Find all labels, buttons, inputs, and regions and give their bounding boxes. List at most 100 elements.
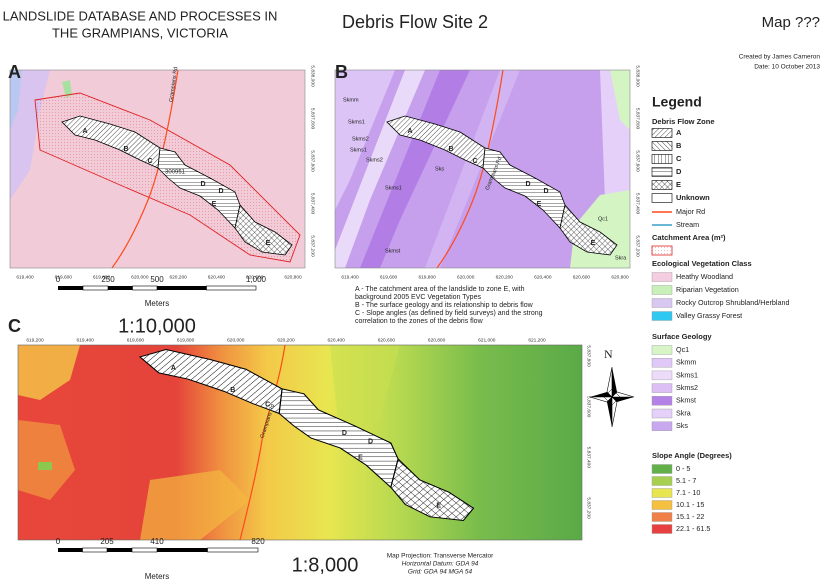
legend-label: 22.1 - 61.5 bbox=[676, 524, 710, 533]
vegetation-riparian bbox=[62, 80, 72, 98]
panel-frame bbox=[9, 69, 306, 269]
scale-bar-segment bbox=[157, 286, 207, 290]
geology-label: Skms2 bbox=[352, 136, 369, 142]
legend-swatch bbox=[651, 524, 673, 534]
scale-bar-segment bbox=[206, 285, 257, 291]
x-tick-label: 619,600 bbox=[55, 274, 73, 280]
y-tick-label: 5,837,800 bbox=[586, 345, 592, 367]
panel-label: B bbox=[335, 62, 348, 82]
geology-skms1 bbox=[425, 70, 520, 268]
zone-label: C bbox=[265, 402, 270, 409]
legend-group-title: Surface Geology bbox=[652, 332, 712, 341]
x-tick-label: 620,400 bbox=[208, 274, 226, 280]
zone-label: C bbox=[147, 158, 152, 165]
x-tick-label: 619,400 bbox=[16, 274, 34, 280]
zone-label: A bbox=[171, 365, 176, 372]
x-tick-label: 620,200 bbox=[169, 274, 187, 280]
x-tick-label: 619,600 bbox=[127, 337, 145, 343]
description: C - Slope angles (as defined by field su… bbox=[355, 310, 543, 317]
geology-label: Qc1 bbox=[598, 216, 608, 222]
zone-label: C bbox=[472, 158, 477, 165]
legend-label: Major Rd bbox=[676, 207, 705, 216]
legend-swatch bbox=[651, 298, 673, 308]
legend-swatch bbox=[651, 345, 673, 355]
zone-label: D bbox=[368, 439, 373, 446]
map-number: Map ??? bbox=[762, 14, 820, 31]
zone-label: B bbox=[448, 146, 453, 153]
legend-swatch bbox=[651, 167, 673, 177]
x-tick-label: 620,200 bbox=[277, 337, 295, 343]
scale-bar-segment bbox=[157, 548, 208, 552]
scale-bar-segment bbox=[132, 285, 158, 291]
scale-bar-segment bbox=[207, 547, 259, 553]
legend-label: D bbox=[676, 167, 682, 176]
y-tick-label: 5,837,600 bbox=[310, 150, 316, 172]
x-tick-label: 619,800 bbox=[93, 274, 111, 280]
geology-label: Skms1 bbox=[385, 185, 402, 191]
x-tick-label: 621,000 bbox=[478, 337, 496, 343]
north-label: N bbox=[604, 347, 613, 361]
legend-swatch bbox=[651, 383, 673, 393]
legend-group-title: Slope Angle (Degrees) bbox=[652, 451, 732, 460]
panel-label: A bbox=[8, 62, 21, 82]
scale-tick-label: 0 bbox=[56, 275, 61, 284]
legend-swatch bbox=[651, 311, 673, 321]
description: correlation to the zones of the debris f… bbox=[355, 318, 484, 325]
x-tick-label: 620,400 bbox=[534, 274, 552, 280]
legend-swatch bbox=[651, 370, 673, 381]
legend-swatch bbox=[651, 408, 673, 419]
legend-swatch bbox=[651, 488, 673, 498]
vegetation-rocky bbox=[10, 70, 22, 130]
zone-label: A bbox=[82, 128, 87, 135]
x-tick-label: 621,200 bbox=[528, 337, 546, 343]
legend-swatch bbox=[651, 272, 673, 282]
legend-label: 5.1 - 7 bbox=[676, 476, 696, 485]
legend-label: Qc1 bbox=[676, 345, 689, 354]
y-tick-label: 5,837,600 bbox=[586, 396, 592, 418]
site-title: Debris Flow Site 2 bbox=[342, 12, 488, 32]
legend-label: Rocky Outcrop Shrubland/Herbland bbox=[676, 298, 789, 307]
legend-swatch bbox=[651, 500, 673, 510]
x-tick-label: 620,800 bbox=[428, 337, 446, 343]
road-label: Grampians Rd bbox=[168, 67, 179, 103]
x-tick-label: 620,800 bbox=[611, 274, 629, 280]
legend-group-title: Catchment Area (m²) bbox=[652, 233, 726, 242]
y-tick-label: 5,837,800 bbox=[635, 108, 641, 130]
legend-label: Skms1 bbox=[676, 370, 698, 379]
legend-label: A bbox=[676, 128, 682, 137]
y-tick-label: 5,837,400 bbox=[586, 447, 592, 469]
legend-swatch bbox=[651, 128, 673, 138]
legend-label: Stream bbox=[676, 220, 699, 229]
legend-label: Heathy Woodland bbox=[676, 272, 733, 281]
y-tick-label: 5,837,200 bbox=[635, 235, 641, 257]
panel-frame bbox=[334, 69, 631, 269]
description: background 2005 EVC Vegetation Types bbox=[355, 294, 481, 301]
description: A - The catchment area of the landslide … bbox=[355, 286, 525, 293]
x-tick-label: 620,000 bbox=[227, 337, 245, 343]
projection: Map Projection: Transverse Mercator bbox=[387, 553, 494, 560]
zone-label: B bbox=[230, 387, 235, 394]
scale-tick-label: 820 bbox=[251, 537, 265, 546]
x-tick-label: 619,800 bbox=[177, 337, 195, 343]
scale-bar-segment bbox=[58, 286, 83, 290]
legend-label: 15.1 - 22 bbox=[676, 512, 704, 521]
legend-swatch bbox=[651, 476, 673, 486]
scale-unit: Meters bbox=[145, 299, 169, 308]
zone-label: A bbox=[407, 128, 412, 135]
x-tick-label: 620,400 bbox=[328, 337, 346, 343]
geology-label: Sks bbox=[435, 166, 444, 172]
geology-skmst bbox=[360, 70, 470, 268]
slope-patch bbox=[140, 470, 250, 540]
zone-label: E bbox=[591, 240, 596, 247]
y-tick-label: 5,838,000 bbox=[310, 65, 316, 87]
x-tick-label: 619,200 bbox=[26, 337, 44, 343]
slope-patch bbox=[18, 345, 80, 400]
date: Date: 10 October 2013 bbox=[754, 64, 820, 71]
major-road bbox=[239, 345, 286, 540]
zone-label: D bbox=[200, 181, 205, 188]
scale-bar-segment bbox=[131, 547, 158, 553]
title-line: LANDSLIDE DATABASE AND PROCESSES IN bbox=[3, 8, 278, 23]
x-tick-label: 620,600 bbox=[246, 274, 264, 280]
panel-frame bbox=[17, 344, 583, 541]
x-tick-label: 620,000 bbox=[131, 274, 149, 280]
